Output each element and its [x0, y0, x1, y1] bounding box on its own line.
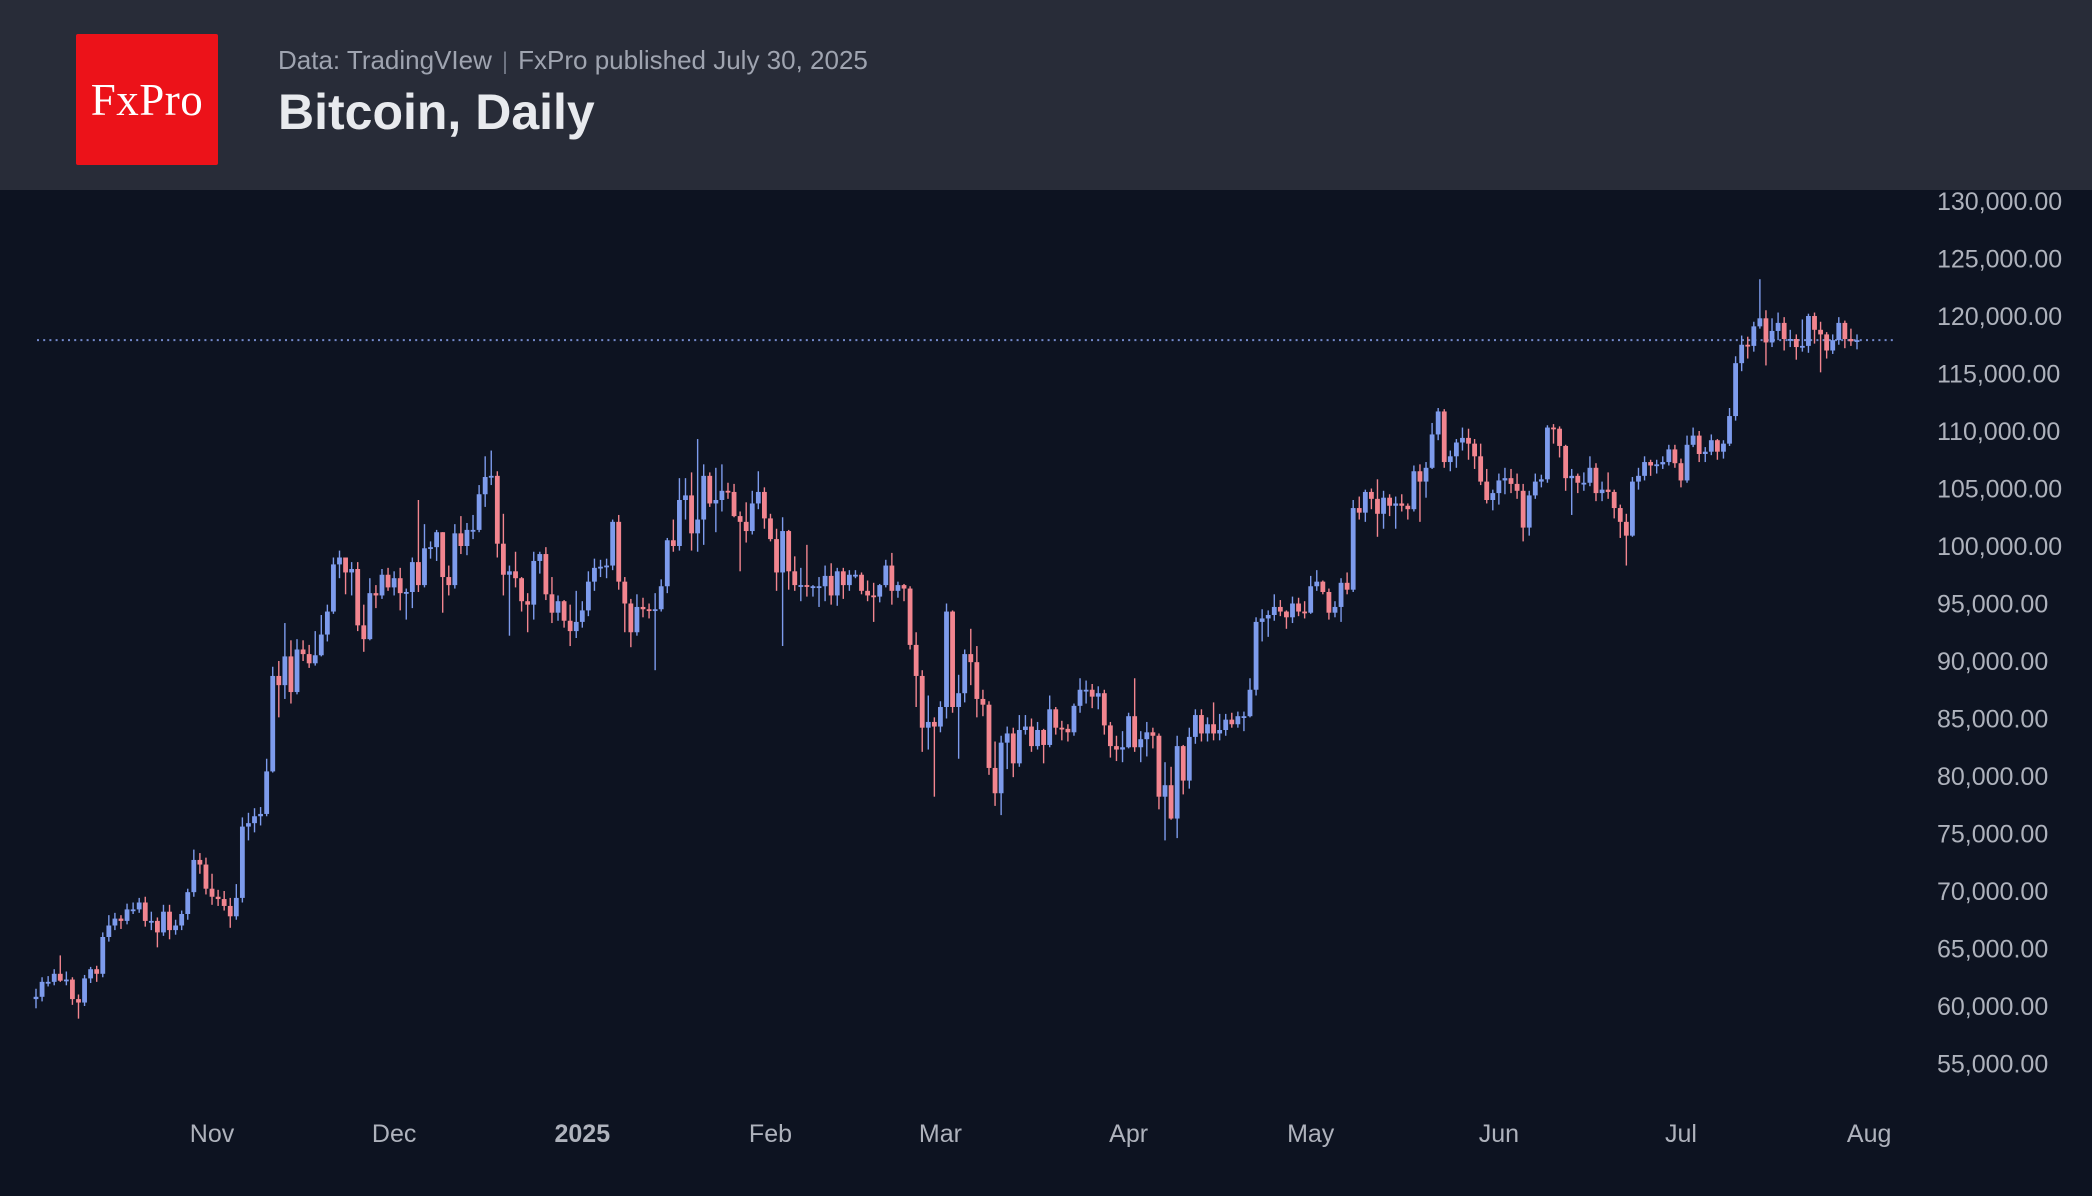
published-text: FxPro published July 30, 2025: [518, 45, 868, 75]
svg-text:95,000.00: 95,000.00: [1937, 591, 2048, 619]
fxpro-logo: FxPro: [76, 34, 218, 165]
svg-text:75,000.00: 75,000.00: [1937, 821, 2048, 849]
source-line: Data: TradingVIew | FxPro published July 3…: [278, 44, 868, 78]
svg-text:105,000.00: 105,000.00: [1937, 476, 2062, 504]
header-titles: Data: TradingVIew | FxPro published July 3…: [278, 44, 868, 140]
svg-text:90,000.00: 90,000.00: [1937, 648, 2048, 676]
svg-text:130,000.00: 130,000.00: [1937, 188, 2062, 216]
svg-text:115,000.00: 115,000.00: [1937, 361, 2060, 389]
separator-bar: |: [501, 48, 509, 75]
svg-text:120,000.00: 120,000.00: [1937, 303, 2062, 331]
svg-text:80,000.00: 80,000.00: [1937, 763, 2048, 791]
svg-text:65,000.00: 65,000.00: [1937, 936, 2048, 964]
svg-text:55,000.00: 55,000.00: [1937, 1051, 2048, 1079]
svg-text:70,000.00: 70,000.00: [1937, 878, 2048, 906]
svg-text:110,000.00: 110,000.00: [1937, 418, 2060, 446]
fxpro-logo-text: FxPro: [90, 74, 204, 125]
svg-text:Jun: Jun: [1479, 1120, 1519, 1148]
svg-text:60,000.00: 60,000.00: [1937, 993, 2048, 1021]
svg-text:Jul: Jul: [1665, 1120, 1697, 1148]
svg-text:Feb: Feb: [749, 1120, 792, 1148]
svg-text:Dec: Dec: [372, 1120, 416, 1148]
svg-text:125,000.00: 125,000.00: [1937, 246, 2062, 274]
data-source-text: Data: TradingVIew: [278, 45, 492, 75]
svg-text:85,000.00: 85,000.00: [1937, 706, 2048, 734]
header: FxPro Data: TradingVIew | FxPro published …: [0, 0, 2092, 190]
svg-text:Nov: Nov: [190, 1120, 235, 1148]
svg-text:2025: 2025: [554, 1120, 610, 1148]
svg-text:Aug: Aug: [1847, 1120, 1891, 1148]
svg-text:Mar: Mar: [919, 1120, 962, 1148]
svg-text:100,000.00: 100,000.00: [1937, 533, 2062, 561]
candles: [33, 279, 1860, 1019]
svg-text:Apr: Apr: [1109, 1120, 1148, 1148]
chart-title: Bitcoin, Daily: [278, 84, 595, 140]
time-axis-labels: Nov Dec 2025 Feb Mar Apr May Jun Jul Aug: [190, 1120, 1892, 1148]
svg-text:May: May: [1287, 1120, 1335, 1148]
price-axis-labels: 130,000.00 125,000.00 120,000.00 115,000.00…: [1937, 188, 2062, 1079]
